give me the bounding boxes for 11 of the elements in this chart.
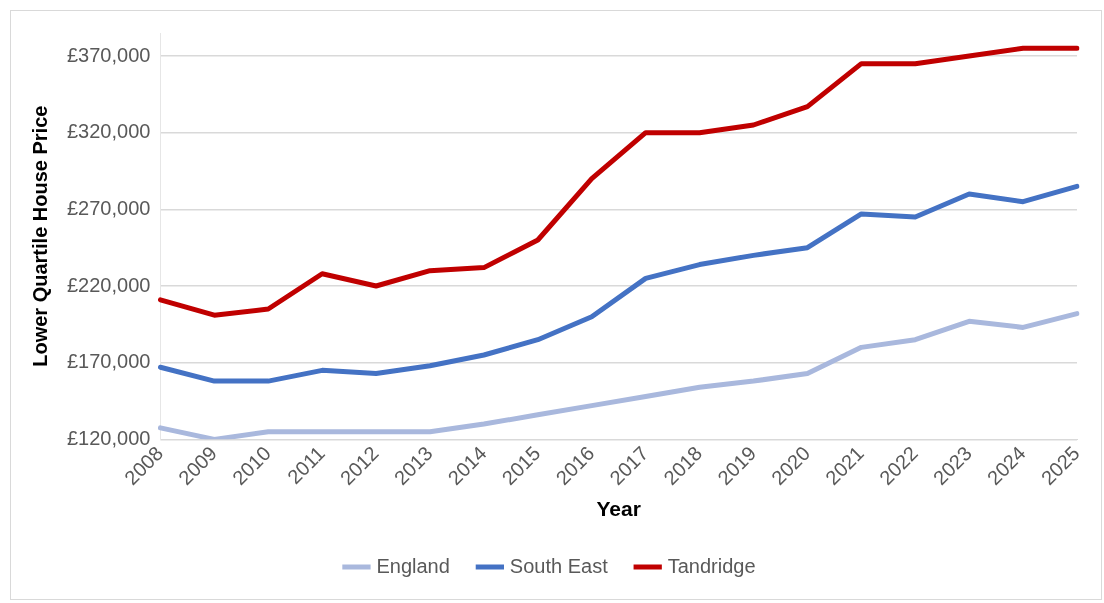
y-tick-label: £270,000 <box>67 196 151 219</box>
y-tick-label: £170,000 <box>67 350 151 373</box>
legend-label: South East <box>509 554 609 577</box>
y-axis-title: Lower Quartile House Price <box>28 105 51 367</box>
legend-label: Tandridge <box>667 554 756 577</box>
y-tick-label: £320,000 <box>67 120 151 143</box>
legend-label: England <box>376 554 450 577</box>
y-tick-label: £370,000 <box>67 43 151 66</box>
x-axis-title: Year <box>596 497 641 521</box>
y-tick-label: £220,000 <box>67 273 151 296</box>
y-tick-label: £120,000 <box>67 426 151 449</box>
